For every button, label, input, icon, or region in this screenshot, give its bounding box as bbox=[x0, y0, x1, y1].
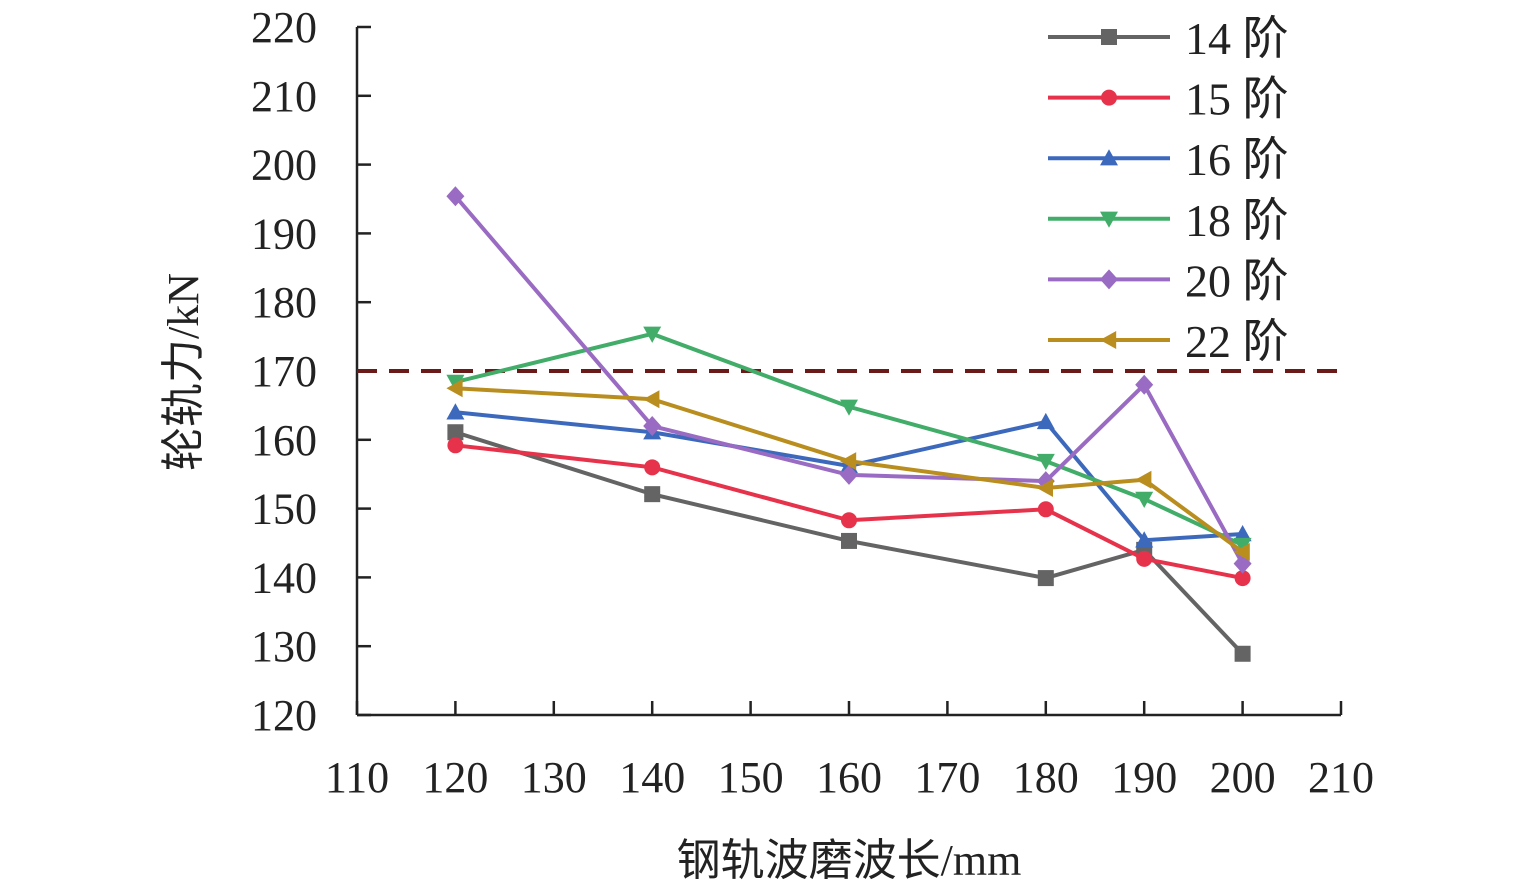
diamond-marker bbox=[446, 186, 465, 207]
triangle-up-marker bbox=[1233, 525, 1252, 542]
diamond-marker bbox=[1135, 374, 1154, 395]
square-marker bbox=[1101, 29, 1117, 45]
x-tick-label: 120 bbox=[422, 753, 488, 802]
legend-label: 15 阶 bbox=[1185, 74, 1289, 125]
y-tick-label: 170 bbox=[251, 347, 317, 396]
legend-item: 16 阶 bbox=[1048, 134, 1289, 185]
series-0 bbox=[447, 424, 1251, 662]
triangle-left-marker bbox=[1100, 331, 1117, 349]
circle-marker bbox=[644, 459, 661, 476]
legend-item: 22 阶 bbox=[1048, 316, 1289, 367]
series-4 bbox=[446, 186, 1252, 574]
triangle-up-marker bbox=[446, 403, 465, 420]
diamond-marker bbox=[643, 416, 662, 437]
triangle-down-marker bbox=[1036, 453, 1055, 471]
series-line bbox=[455, 386, 1244, 554]
y-tick-label: 180 bbox=[251, 278, 317, 327]
triangle-left-marker bbox=[1135, 470, 1152, 489]
series-line bbox=[455, 443, 1243, 581]
y-tick-label: 200 bbox=[251, 141, 317, 190]
circle-marker bbox=[1136, 550, 1153, 567]
x-tick-label: 150 bbox=[718, 753, 784, 802]
x-tick-label: 160 bbox=[816, 753, 882, 802]
triangle-up-marker bbox=[1100, 149, 1118, 166]
triangle-left-marker bbox=[1233, 542, 1250, 561]
y-axis-label: 轮轨力/kN bbox=[159, 273, 208, 471]
series-line bbox=[454, 331, 1244, 547]
triangle-down-marker bbox=[643, 326, 662, 343]
legend-label: 16 阶 bbox=[1185, 134, 1289, 185]
x-tick-label: 190 bbox=[1111, 753, 1177, 802]
legend-label: 22 阶 bbox=[1185, 316, 1289, 367]
triangle-left-marker bbox=[1036, 478, 1053, 497]
x-axis-label: 钢轨波磨波长/mm bbox=[677, 836, 1022, 885]
x-tick-label: 200 bbox=[1210, 753, 1276, 802]
x-tick-label: 110 bbox=[325, 753, 389, 802]
triangle-left-marker bbox=[643, 390, 660, 409]
x-tick-label: 210 bbox=[1308, 753, 1374, 802]
circle-marker bbox=[1234, 570, 1251, 587]
series-3 bbox=[446, 326, 1252, 555]
square-marker bbox=[644, 486, 661, 503]
legend-label: 20 阶 bbox=[1185, 255, 1289, 306]
x-tick-label: 170 bbox=[914, 753, 980, 802]
triangle-left-marker bbox=[446, 379, 463, 398]
y-tick-label: 120 bbox=[251, 691, 317, 740]
legend-item: 14 阶 bbox=[1048, 13, 1289, 64]
triangle-down-marker bbox=[1233, 537, 1252, 555]
circle-marker bbox=[447, 437, 464, 454]
y-tick-label: 140 bbox=[251, 553, 317, 602]
legend-item: 20 阶 bbox=[1048, 255, 1289, 306]
triangle-down-marker bbox=[840, 399, 858, 416]
legend-item: 18 阶 bbox=[1048, 195, 1289, 246]
series-1 bbox=[447, 437, 1251, 587]
legend-label: 18 阶 bbox=[1185, 195, 1289, 246]
triangle-down-marker bbox=[1135, 491, 1154, 508]
triangle-up-marker bbox=[1135, 531, 1154, 548]
x-tick-label: 130 bbox=[521, 753, 587, 802]
legend: 14 阶 15 阶 16 阶 18 阶 20 阶 22 阶 bbox=[1048, 13, 1289, 367]
y-tick-label: 150 bbox=[251, 485, 317, 534]
x-tick-label: 140 bbox=[619, 753, 685, 802]
circle-marker bbox=[841, 512, 857, 529]
y-tick-label: 160 bbox=[251, 416, 317, 465]
legend-item: 15 阶 bbox=[1048, 74, 1289, 125]
x-tick-label: 180 bbox=[1013, 753, 1079, 802]
series-line bbox=[453, 194, 1245, 565]
square-marker bbox=[1037, 570, 1054, 587]
diamond-marker bbox=[840, 464, 858, 485]
triangle-down-marker bbox=[446, 374, 465, 392]
series-line bbox=[455, 410, 1243, 543]
square-marker bbox=[447, 424, 464, 441]
triangle-down-marker bbox=[1100, 211, 1118, 228]
y-tick-label: 130 bbox=[251, 622, 317, 671]
series-5 bbox=[446, 379, 1250, 561]
y-tick-label: 190 bbox=[251, 209, 317, 258]
series-group bbox=[446, 186, 1252, 662]
triangle-up-marker bbox=[1036, 412, 1055, 430]
square-marker bbox=[1234, 645, 1251, 662]
series-line bbox=[454, 430, 1245, 656]
diamond-marker bbox=[1100, 269, 1118, 290]
circle-marker bbox=[1101, 89, 1117, 106]
y-tick-label: 220 bbox=[251, 3, 317, 52]
y-tick-label: 210 bbox=[251, 72, 317, 121]
circle-marker bbox=[1037, 501, 1054, 518]
square-marker bbox=[841, 532, 857, 549]
legend-label: 14 阶 bbox=[1185, 13, 1289, 64]
triangle-left-marker bbox=[840, 452, 857, 471]
